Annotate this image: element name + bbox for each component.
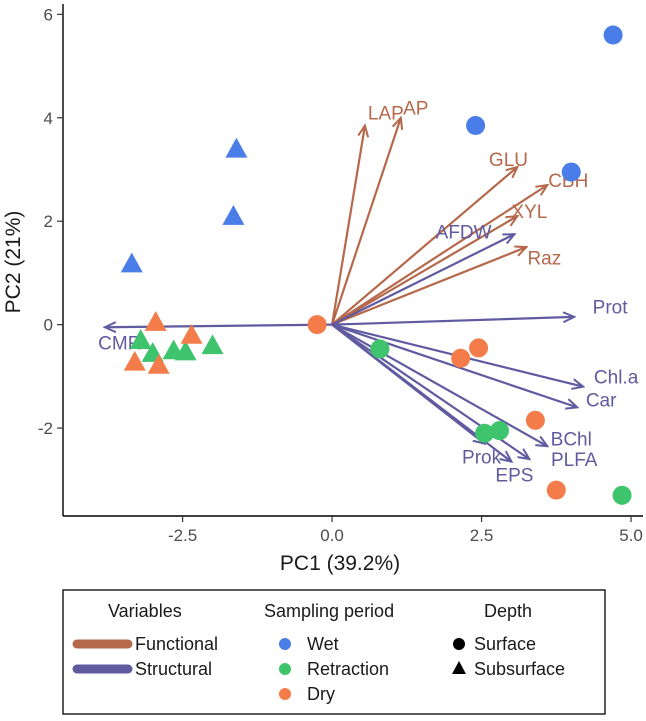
legend-label-structural: Structural: [135, 659, 212, 679]
plot-panel: LAP APGLUCBHXYLRazAFDWProtChl.aCarBChlPLF…: [38, 4, 643, 545]
point-dry-surface: [469, 338, 489, 358]
vector-label-chl-a: Chl.a: [594, 367, 639, 388]
vector-raz: [331, 247, 526, 326]
legend-swatch-dry: [279, 688, 291, 700]
point-dry-surface: [546, 480, 566, 500]
point-dry-subsurface: [147, 353, 170, 374]
x-tick-label: 2.5: [470, 526, 494, 545]
point-retraction-subsurface: [129, 329, 152, 349]
vector-label-raz: Raz: [527, 248, 561, 269]
legend-swatch-wet: [279, 638, 291, 650]
legend-swatch-surface: [453, 638, 465, 650]
vector-car: [331, 323, 577, 408]
legend-title-variables: Variables: [108, 601, 182, 621]
legend-box: [62, 589, 606, 715]
point-dry-subsurface: [123, 350, 146, 371]
legend-label-retraction: Retraction: [307, 659, 389, 679]
vector-label-ap: AP: [403, 98, 428, 119]
vector-label-xyl: XYL: [511, 202, 547, 223]
point-dry-surface: [307, 315, 327, 335]
vector-glu: [331, 167, 517, 326]
axis-ticks: -2.5 0.0 2.5 5.0 -2 0 2 4 6: [38, 5, 643, 545]
legend-title-depth: Depth: [484, 601, 532, 621]
legend: Variables Functional Structural Sampling…: [62, 589, 606, 715]
x-tick-label: 0.0: [320, 526, 344, 545]
point-dry-surface: [525, 410, 545, 430]
point-retraction-surface: [370, 339, 390, 359]
vector-prot: [332, 317, 574, 326]
legend-swatch-subsurface: [452, 661, 466, 674]
vector-ap: [331, 118, 401, 325]
point-retraction-surface: [475, 423, 495, 443]
vector-afdw: [331, 234, 514, 326]
vector-label-glu: GLU: [489, 150, 528, 171]
vector-xyl: [331, 216, 517, 326]
point-wet-surface: [466, 116, 486, 136]
vector-lap: [330, 126, 365, 325]
y-tick-label: -2: [38, 419, 53, 438]
legend-label-functional: Functional: [135, 634, 218, 654]
legend-title-period: Sampling period: [264, 601, 394, 621]
x-tick-label: 5.0: [619, 526, 643, 545]
legend-depth: Depth Surface Subsurface: [452, 601, 565, 679]
x-axis-title: PC1 (39.2%): [280, 552, 400, 575]
y-axis-title: PC2 (21%): [2, 211, 25, 314]
legend-variables: Variables Functional Structural: [72, 601, 218, 679]
point-retraction-surface: [612, 485, 632, 505]
point-dry-surface: [451, 348, 471, 368]
loading-vectors: LAP APGLUCBHXYLRazAFDWProtChl.aCarBChlPLF…: [98, 98, 639, 486]
point-wet-subsurface: [225, 137, 248, 158]
point-retraction-subsurface: [201, 334, 224, 355]
vector-cmr: [105, 325, 333, 328]
y-tick-label: 4: [44, 109, 53, 128]
vector-label-prok: Prok: [462, 448, 502, 469]
vector-bchl: [331, 323, 547, 447]
legend-sampling-period: Sampling period Wet Retraction Dry: [264, 601, 394, 704]
vector-label-prot: Prot: [593, 298, 629, 319]
point-dry-subsurface: [144, 311, 167, 331]
x-tick-label: -2.5: [168, 526, 197, 545]
y-tick-label: 0: [44, 316, 53, 335]
point-retraction-subsurface: [174, 340, 197, 361]
point-wet-subsurface: [222, 205, 245, 225]
point-wet-subsurface: [120, 252, 143, 273]
y-tick-label: 2: [44, 212, 53, 231]
vector-cbh: [331, 185, 547, 326]
legend-label-wet: Wet: [307, 634, 339, 654]
point-dry-subsurface: [180, 323, 203, 344]
legend-label-surface: Surface: [474, 634, 536, 654]
score-points: [120, 25, 632, 505]
vector-label-afdw: AFDW: [436, 223, 492, 244]
vector-label-cmr: CMR: [98, 334, 141, 355]
legend-label-subsurface: Subsurface: [474, 659, 565, 679]
legend-label-dry: Dry: [307, 684, 335, 704]
legend-swatch-retraction: [279, 663, 291, 675]
vector-label-plfa: PLFA: [551, 450, 598, 471]
vector-label-bchl: BChl: [551, 429, 592, 450]
vector-prok: [331, 323, 484, 444]
vector-label-eps: EPS: [495, 466, 533, 487]
vector-label-car: Car: [586, 391, 617, 412]
point-wet-surface: [561, 162, 581, 182]
y-tick-label: 6: [44, 5, 53, 24]
point-wet-surface: [603, 25, 623, 45]
point-retraction-surface: [489, 421, 509, 441]
